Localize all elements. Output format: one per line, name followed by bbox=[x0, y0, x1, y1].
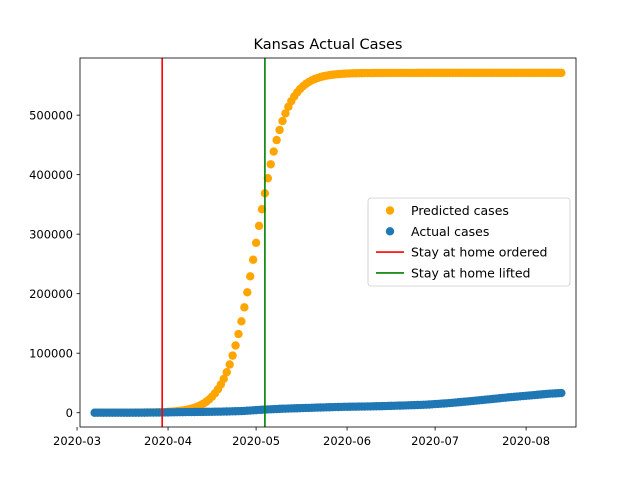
data-point bbox=[240, 303, 249, 312]
data-point bbox=[243, 288, 252, 297]
legend-label: Predicted cases bbox=[411, 203, 509, 218]
legend-box bbox=[367, 197, 571, 287]
legend: Predicted cases Actual cases Stay at home … bbox=[367, 197, 571, 287]
x-tick-label: 2020-04 bbox=[144, 434, 192, 448]
data-point bbox=[266, 160, 275, 169]
x-tick-label: 2020-08 bbox=[502, 434, 550, 448]
data-point bbox=[234, 329, 243, 339]
y-tick-label: 100000 bbox=[29, 346, 73, 360]
x-tick-label: 2020-07 bbox=[411, 434, 459, 448]
data-point bbox=[248, 255, 258, 264]
data-point bbox=[263, 174, 273, 183]
x-tick-label: 2020-05 bbox=[232, 434, 280, 448]
data-point bbox=[225, 360, 234, 369]
x-tick-label: 2020-03 bbox=[53, 434, 101, 448]
data-point bbox=[275, 125, 284, 135]
data-point bbox=[228, 351, 237, 360]
legend-item: Actual cases bbox=[385, 224, 489, 239]
data-point bbox=[272, 135, 281, 145]
data-point bbox=[222, 368, 231, 377]
data-point bbox=[246, 272, 255, 281]
data-point bbox=[219, 374, 229, 384]
plot-series bbox=[90, 58, 566, 427]
data-point bbox=[237, 317, 246, 326]
y-tick-label: 500000 bbox=[29, 108, 73, 122]
legend-item: Stay at home lifted bbox=[376, 265, 530, 280]
y-tick-label: 200000 bbox=[29, 287, 73, 301]
legend-label: Actual cases bbox=[411, 224, 489, 239]
x-axis: 2020-03 2020-04 2020-05 2020-06 2020-07 2020-… bbox=[53, 427, 550, 448]
legend-marker bbox=[385, 206, 395, 215]
y-tick-label: 300000 bbox=[29, 227, 73, 241]
data-point bbox=[231, 341, 240, 350]
data-point bbox=[278, 116, 287, 126]
y-axis: 0 100000 200000 300000 400000 500000 bbox=[29, 108, 80, 420]
legend-item: Stay at home ordered bbox=[376, 245, 548, 260]
data-point bbox=[257, 205, 267, 214]
data-point bbox=[281, 109, 290, 118]
chart-title: Kansas Actual Cases bbox=[253, 37, 402, 53]
legend-marker bbox=[385, 227, 395, 236]
data-point bbox=[254, 221, 264, 231]
legend-label: Stay at home lifted bbox=[411, 265, 530, 280]
data-point bbox=[557, 388, 566, 398]
legend-label: Stay at home ordered bbox=[411, 245, 548, 260]
data-point bbox=[251, 238, 261, 247]
y-tick-label: 0 bbox=[66, 406, 73, 420]
series-actual-cases bbox=[90, 388, 566, 417]
y-tick-label: 400000 bbox=[29, 168, 73, 182]
x-tick-label: 2020-06 bbox=[323, 434, 371, 448]
axes-frame bbox=[79, 57, 577, 428]
legend-item: Predicted cases bbox=[385, 203, 509, 218]
data-point bbox=[269, 147, 278, 156]
data-point bbox=[557, 68, 566, 78]
